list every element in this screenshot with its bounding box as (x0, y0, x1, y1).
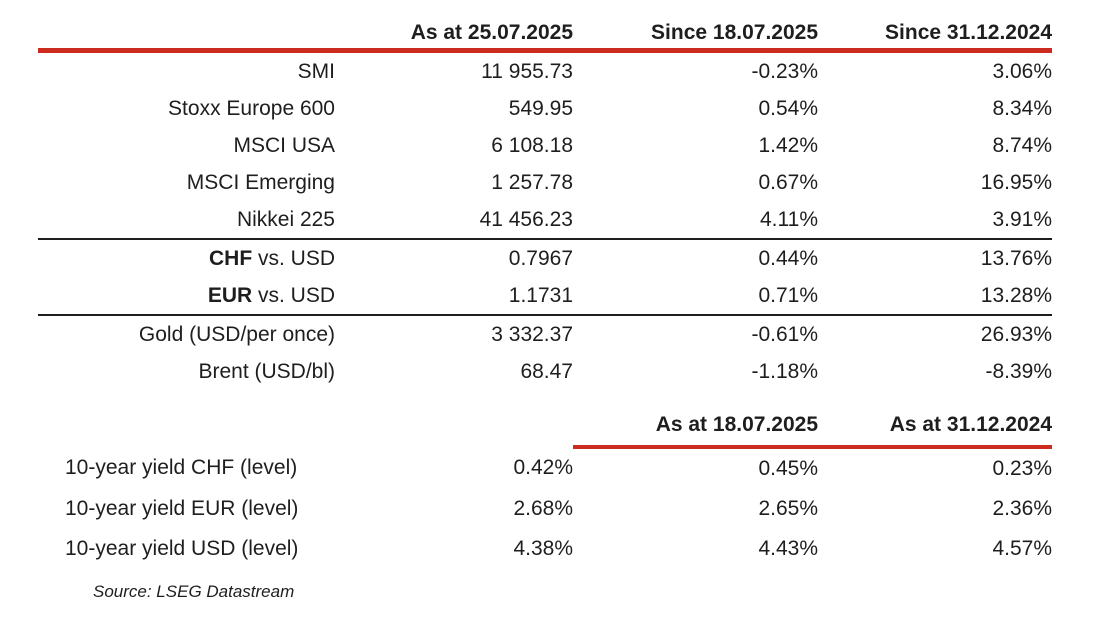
header-empty (38, 17, 340, 53)
cell-since-ytd: 26.93% (818, 314, 1052, 353)
cell-since-week: -0.23% (751, 59, 818, 83)
cell-asat: 549.95 (508, 96, 573, 120)
row-label: 10-year yield EUR (level) (65, 497, 299, 520)
cell-since-week: 1.42% (758, 133, 818, 157)
table-row-eur-vs-usd: EUR vs. USD 1.1731 0.71% 13.28% (38, 277, 1052, 315)
row-label: MSCI USA (233, 133, 335, 157)
table-row-chf-vs-usd: CHF vs. USD 0.7967 0.44% 13.76% (38, 238, 1052, 277)
source-note: Source: LSEG Datastream (93, 582, 295, 601)
currency-ticker: CHF (208, 246, 253, 270)
cell-since-ytd: 8.74% (992, 133, 1052, 157)
cell-since-week: -0.61% (573, 314, 818, 353)
cell-asat: 68.47 (520, 359, 573, 383)
currency-pair-rest: vs. USD (252, 246, 335, 270)
cell-since-ytd: 8.34% (992, 96, 1052, 120)
header-empty (38, 405, 340, 447)
table-row-smi: SMI 11 955.73 -0.23% 3.06% (38, 51, 1052, 91)
market-table-header-row: As at 25.07.2025 Since 18.07.2025 Since … (38, 17, 1052, 53)
cell-asat: 0.7967 (340, 238, 573, 277)
market-overview-panel: As at 25.07.2025 Since 18.07.2025 Since … (0, 17, 1105, 630)
cell-level-current: 0.42% (513, 456, 573, 479)
cell-since-week: 4.11% (760, 207, 818, 231)
cell-since-ytd: 13.76% (818, 238, 1052, 277)
market-table: As at 25.07.2025 Since 18.07.2025 Since … (38, 17, 1052, 390)
column-header-since-31-12-2024: Since 31.12.2024 (818, 17, 1052, 53)
cell-since-week: -1.18% (751, 359, 818, 383)
row-label: MSCI Emerging (186, 170, 335, 194)
row-label: 10-year yield USD (level) (65, 537, 299, 560)
cell-level-prev-week: 4.43% (758, 537, 818, 560)
cell-level-year-end: 0.23% (992, 457, 1052, 480)
cell-since-ytd: 13.28% (980, 283, 1052, 307)
row-label: Gold (USD/per once) (38, 314, 340, 353)
cell-level-prev-week: 0.45% (758, 457, 818, 480)
cell-since-ytd: 3.91% (992, 207, 1052, 231)
table-row-10y-yield-chf: 10-year yield CHF (level) 0.42% 0.45% 0.… (38, 447, 1052, 489)
row-label: 10-year yield CHF (level) (65, 456, 298, 479)
column-header-since-18-07-2025: Since 18.07.2025 (573, 17, 818, 53)
row-label: Brent (USD/bl) (198, 359, 335, 383)
header-empty (340, 405, 573, 447)
cell-asat: 11 955.73 (481, 59, 573, 83)
row-label: Stoxx Europe 600 (168, 96, 335, 120)
cell-level-prev-week: 2.65% (758, 497, 818, 520)
cell-level-current: 2.68% (513, 497, 573, 520)
cell-level-year-end: 2.36% (992, 497, 1052, 520)
cell-since-ytd: 3.06% (992, 59, 1052, 83)
cell-asat: 1 257.78 (491, 170, 573, 194)
cell-since-ytd: 16.95% (980, 170, 1052, 194)
table-row-msci-usa: MSCI USA 6 108.18 1.42% 8.74% (38, 127, 1052, 164)
row-label: Nikkei 225 (236, 207, 335, 231)
table-row-stoxx-europe-600: Stoxx Europe 600 549.95 0.54% 8.34% (38, 90, 1052, 127)
cell-level-current: 4.38% (513, 537, 573, 560)
yields-table: As at 18.07.2025 As at 31.12.2024 10-yea… (38, 405, 1052, 569)
cell-since-week: 0.67% (758, 170, 818, 194)
cell-asat: 6 108.18 (491, 133, 573, 157)
table-row-msci-emerging: MSCI Emerging 1 257.78 0.67% 16.95% (38, 164, 1052, 201)
cell-asat: 1.1731 (508, 283, 573, 307)
cell-since-week: 0.54% (758, 96, 818, 120)
table-row-brent: Brent (USD/bl) 68.47 -1.18% -8.39% (38, 353, 1052, 390)
column-header-asat-18-07-2025: As at 18.07.2025 (573, 405, 818, 449)
cell-asat: 3 332.37 (340, 314, 573, 353)
row-label: SMI (297, 59, 335, 83)
currency-ticker: EUR (207, 283, 253, 307)
cell-level-year-end: 4.57% (992, 537, 1052, 560)
row-label: CHF vs. USD (38, 238, 340, 277)
row-label: EUR vs. USD (38, 277, 340, 315)
cell-since-ytd: -8.39% (985, 359, 1052, 383)
table-row-10y-yield-usd: 10-year yield USD (level) 4.38% 4.43% 4.… (38, 529, 1052, 569)
table-row-nikkei-225: Nikkei 225 41 456.23 4.11% 3.91% (38, 201, 1052, 239)
yields-table-header-row: As at 18.07.2025 As at 31.12.2024 (38, 405, 1052, 449)
cell-since-week: 0.44% (573, 238, 818, 277)
cell-since-week: 0.71% (758, 283, 818, 307)
cell-asat: 41 456.23 (479, 207, 573, 231)
column-header-asat-25-07-2025: As at 25.07.2025 (340, 17, 573, 53)
column-header-asat-31-12-2024: As at 31.12.2024 (818, 405, 1052, 449)
table-row-10y-yield-eur: 10-year yield EUR (level) 2.68% 2.65% 2.… (38, 489, 1052, 529)
currency-pair-rest: vs. USD (252, 283, 335, 307)
table-row-gold: Gold (USD/per once) 3 332.37 -0.61% 26.9… (38, 314, 1052, 353)
